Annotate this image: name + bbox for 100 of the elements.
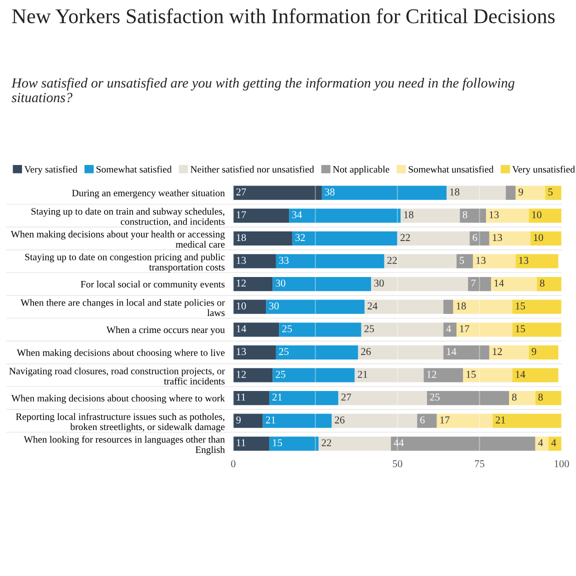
data-label: 14 [446, 348, 456, 355]
bar [463, 368, 512, 382]
data-label: 9 [518, 188, 524, 196]
data-label: 13 [490, 211, 499, 218]
bar [512, 368, 558, 382]
bar [233, 368, 273, 382]
bar [318, 436, 391, 451]
bar [332, 414, 418, 428]
legend-label: Not applicable [332, 166, 390, 175]
data-label: 17 [460, 325, 470, 332]
legend-label: Neither satisfied nor unsatisfied [190, 166, 314, 173]
bar [512, 300, 562, 314]
bar [489, 231, 530, 246]
data-label: 4 [446, 325, 452, 332]
bar [443, 345, 490, 360]
data-label: 13 [519, 256, 528, 264]
data-label: 21 [358, 370, 368, 378]
bar [472, 254, 516, 268]
chart-title: New Yorkers Satisfaction with Information for Critical Decisions [12, 8, 555, 24]
bar [364, 300, 444, 314]
data-label: 6 [472, 234, 478, 242]
bar [536, 276, 562, 292]
bar [390, 436, 536, 451]
data-label: 12 [236, 370, 246, 378]
bar [436, 414, 493, 428]
y-tick-label: When making decisions about choosing where to live [16, 349, 225, 358]
data-label: 25 [279, 348, 289, 356]
bar [233, 300, 266, 314]
bar [509, 390, 536, 406]
bar [468, 276, 492, 292]
bar [548, 436, 562, 451]
data-label: 33 [279, 256, 289, 264]
data-label: 9 [236, 416, 241, 424]
bar [516, 254, 558, 268]
legend-label: Very unsatisfied [512, 166, 575, 175]
data-label: 18 [450, 188, 460, 196]
data-label: 10 [532, 211, 542, 218]
bar [417, 414, 437, 428]
data-label: 30 [269, 302, 279, 310]
y-tick-label: When looking for resources in languages other than English [24, 436, 225, 455]
bar [512, 322, 562, 337]
data-label: 14 [516, 370, 526, 378]
bar [460, 208, 486, 223]
data-label: 26 [361, 348, 371, 356]
data-label: 11 [236, 439, 246, 446]
data-label: 8 [512, 394, 517, 401]
bar [361, 322, 444, 337]
bar [233, 390, 270, 406]
bar [443, 322, 457, 337]
data-label: 8 [540, 280, 544, 287]
bar [358, 345, 444, 360]
bar [486, 208, 529, 223]
data-label: 5 [548, 188, 553, 196]
y-tick-label: When a crime occurs near you [106, 326, 225, 336]
data-label: 14 [236, 325, 246, 332]
bar [426, 390, 510, 406]
x-tick-label: 0 [231, 460, 236, 468]
data-label: 18 [456, 302, 466, 310]
bar [400, 208, 460, 223]
data-label: 7 [471, 280, 476, 287]
data-label: 22 [400, 234, 410, 241]
data-label: 38 [325, 188, 335, 196]
bar [233, 436, 270, 451]
bar [354, 368, 424, 382]
bar [397, 231, 470, 246]
legend-label: Somewhat satisfied [96, 166, 172, 173]
data-label: 15 [272, 439, 282, 446]
bar [272, 368, 355, 382]
data-label: 17 [236, 211, 246, 218]
data-label: 8 [538, 394, 543, 401]
bar [424, 368, 464, 382]
chart-subtitle: How satisfied or unsatisfied are you with getting the information you need in the following situations? [11, 78, 514, 102]
data-label: 9 [532, 348, 536, 356]
bar [262, 414, 332, 428]
bar [530, 231, 562, 246]
data-label: 13 [236, 348, 246, 356]
y-tick-label: Staying up to date on train and subway schedules, construction, and incidents [31, 208, 225, 226]
bar [233, 322, 280, 337]
bar [516, 186, 546, 200]
data-label: 13 [476, 256, 486, 264]
data-label: 13 [492, 234, 502, 242]
data-label: 15 [516, 302, 525, 310]
bar [338, 390, 427, 406]
data-label: 21 [266, 416, 276, 424]
bar [233, 276, 273, 292]
x-tick-label: 100 [554, 460, 570, 468]
data-label: 25 [364, 325, 374, 332]
bar [233, 186, 322, 200]
data-label: 13 [236, 256, 246, 264]
data-label: 15 [516, 325, 525, 332]
data-label: 26 [334, 416, 345, 424]
data-label: 21 [496, 416, 506, 424]
y-tick-label: When making decisions about your health or accessing medical care [10, 230, 225, 248]
data-label: 11 [236, 394, 246, 401]
bar [443, 300, 454, 314]
y-tick-label: For local social or community events [80, 280, 225, 290]
bar [233, 414, 263, 428]
bar [289, 208, 401, 223]
bar [456, 322, 512, 337]
bar [489, 345, 529, 360]
